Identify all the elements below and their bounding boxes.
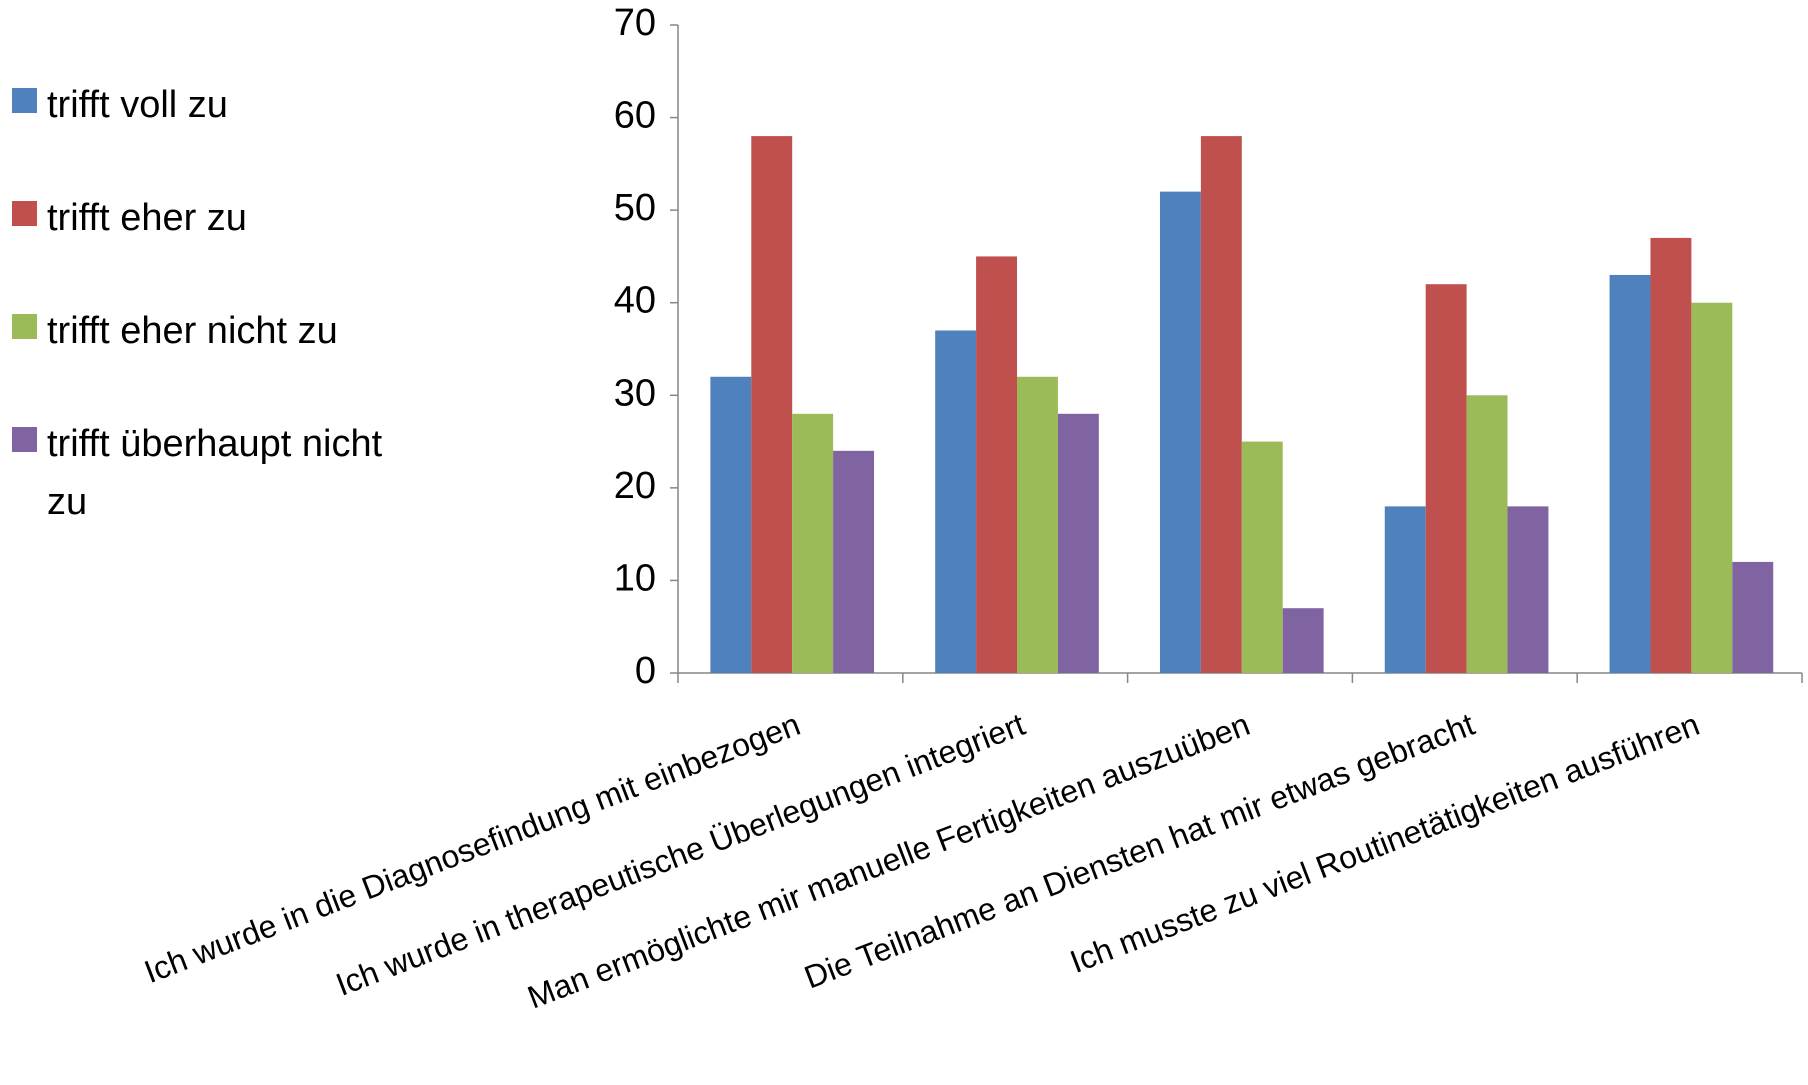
bar — [1384, 506, 1426, 673]
legend-label: trifft eher zu — [47, 197, 247, 239]
y-tick-label: 10 — [614, 557, 656, 599]
bar — [1507, 506, 1549, 673]
bar — [1016, 376, 1058, 673]
bar — [1691, 302, 1733, 673]
bar — [935, 330, 977, 673]
legend-swatch — [12, 88, 37, 113]
bar — [792, 413, 834, 673]
y-tick-label: 50 — [614, 187, 656, 229]
bar — [1466, 395, 1508, 673]
legend-swatch — [12, 314, 37, 339]
legend-item: trifft eher nicht zu — [12, 302, 432, 415]
y-tick-label: 40 — [614, 280, 656, 322]
legend-label: trifft voll zu — [47, 84, 228, 126]
legend-item: trifft eher zu — [12, 189, 432, 302]
legend-swatch — [12, 427, 37, 452]
y-tick-label: 60 — [614, 95, 656, 137]
y-tick-label: 30 — [614, 372, 656, 414]
bar — [1282, 608, 1324, 673]
bar — [1732, 561, 1774, 673]
y-tick-label: 20 — [614, 465, 656, 507]
y-tick-label: 70 — [614, 2, 656, 44]
bar — [1200, 136, 1242, 674]
bar — [1057, 413, 1099, 673]
bar — [1650, 237, 1692, 673]
legend-swatch — [12, 201, 37, 226]
legend-label: trifft eher nicht zu — [47, 310, 338, 352]
legend-item: trifft überhaupt nicht zu — [12, 415, 432, 528]
bar — [1425, 284, 1467, 673]
bar — [710, 376, 752, 673]
bar — [1241, 441, 1283, 673]
bar — [833, 450, 875, 673]
bar — [1159, 191, 1201, 673]
legend-label: trifft überhaupt nicht zu — [47, 423, 383, 523]
legend-item: trifft voll zu — [12, 76, 432, 189]
y-tick-label: 0 — [635, 650, 656, 692]
bar — [751, 136, 793, 674]
bar — [1609, 274, 1651, 673]
legend: trifft voll zu trifft eher zu trifft eher … — [12, 76, 432, 528]
bar — [976, 256, 1017, 673]
